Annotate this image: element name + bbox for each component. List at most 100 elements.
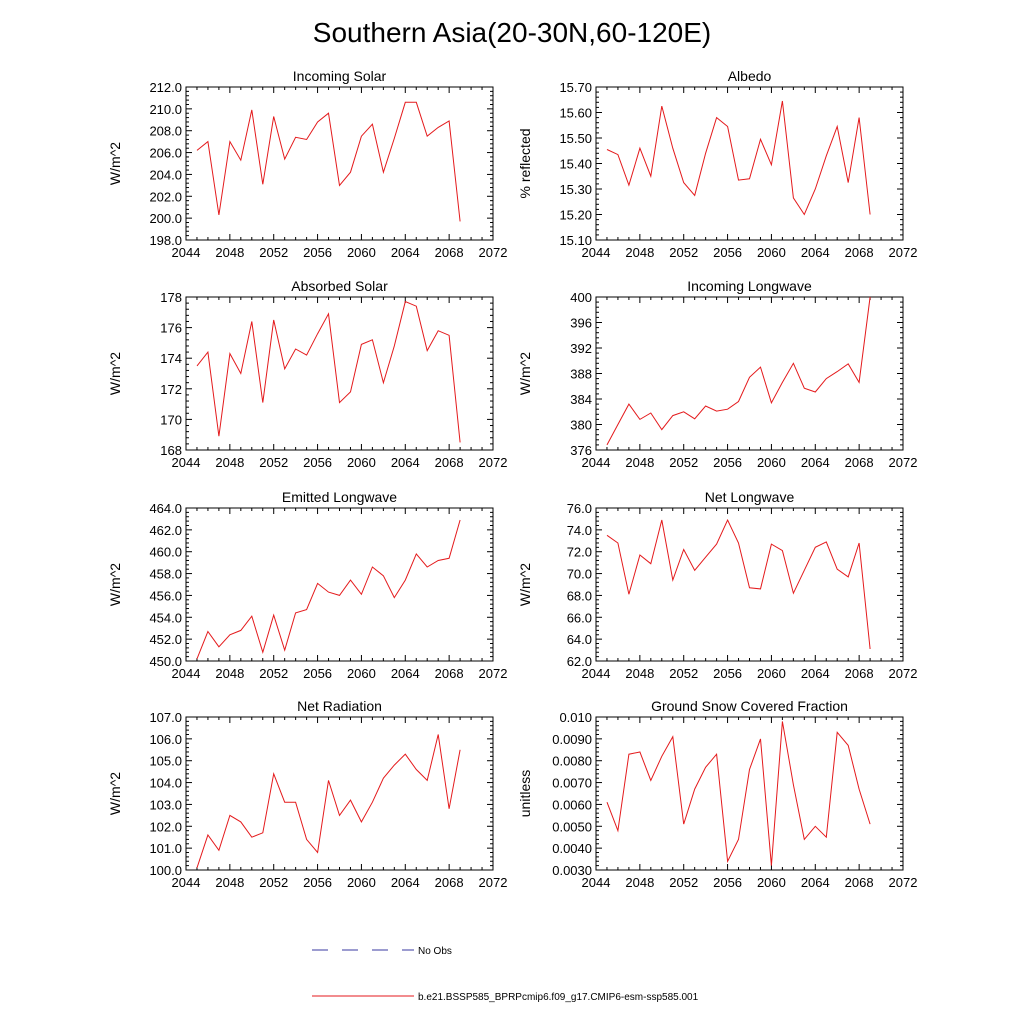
y-tick-label: 384 [570, 392, 592, 407]
y-tick-label: 396 [570, 316, 592, 331]
y-tick-label: 105.0 [149, 754, 182, 769]
y-tick-label: 15.70 [559, 80, 592, 95]
plot-frame [595, 507, 904, 662]
x-tick-label: 2048 [625, 455, 654, 470]
y-tick-label: 176 [160, 321, 182, 336]
panel-title: Incoming Longwave [687, 278, 812, 294]
x-tick-label: 2048 [215, 666, 244, 681]
series-line [606, 518, 871, 650]
x-tick-label: 2056 [713, 455, 742, 470]
x-tick-label: 2068 [845, 875, 874, 890]
x-tick-label: 2048 [625, 245, 654, 260]
y-tick-label: 464.0 [149, 501, 182, 516]
x-tick-label: 2068 [435, 245, 464, 260]
y-tick-label: 168 [160, 443, 182, 458]
y-tick-label: 102.0 [149, 819, 182, 834]
x-tick-label: 2052 [259, 245, 288, 260]
y-tick-label: 107.0 [149, 710, 182, 725]
x-tick-label: 2068 [435, 666, 464, 681]
y-tick-label: 0.0060 [552, 797, 592, 812]
x-tick-label: 2052 [259, 455, 288, 470]
x-tick-label: 2064 [391, 245, 420, 260]
y-tick-label: 174 [160, 351, 182, 366]
y-tick-label: 76.0 [567, 501, 592, 516]
y-tick-label: 400 [570, 290, 592, 305]
y-tick-label: 15.60 [559, 106, 592, 121]
x-tick-label: 2064 [391, 666, 420, 681]
y-tick-label: 62.0 [567, 654, 592, 669]
plot-frame [595, 716, 904, 871]
x-tick-label: 2052 [669, 875, 698, 890]
y-tick-label: 104.0 [149, 776, 182, 791]
x-tick-label: 2068 [845, 455, 874, 470]
y-tick-label: 458.0 [149, 567, 182, 582]
x-tick-label: 2060 [757, 455, 786, 470]
y-tick-label: 15.10 [559, 233, 592, 248]
legend: No Obs b.e21.BSSP585_BPRPcmip6.f09_g17.C… [312, 946, 699, 1003]
y-tick-label: 212.0 [149, 80, 182, 95]
y-tick-label: 462.0 [149, 523, 182, 538]
x-tick-label: 2056 [303, 666, 332, 681]
x-tick-label: 2044 [172, 245, 201, 260]
y-tick-label: 172 [160, 382, 182, 397]
panel-net-radiation: Net Radiation 2044 2048 2052 2056 2060 2064 206… [107, 698, 507, 890]
y-tick-label: 15.20 [559, 208, 592, 223]
y-tick-label: 456.0 [149, 588, 182, 603]
x-tick-label: 2072 [889, 875, 918, 890]
panel-absorbed-solar: Absorbed Solar 2044 2048 2052 2056 2060 2064 20… [107, 278, 507, 470]
y-tick-label: 66.0 [567, 610, 592, 625]
y-tick-label: 106.0 [149, 732, 182, 747]
panel-title: Albedo [728, 68, 772, 84]
x-tick-label: 2056 [303, 875, 332, 890]
x-tick-label: 2060 [347, 245, 376, 260]
x-tick-label: 2072 [889, 666, 918, 681]
y-axis-label: W/m^2 [107, 772, 123, 815]
legend-item-no-obs: No Obs [312, 946, 452, 957]
x-tick-label: 2072 [889, 245, 918, 260]
panel-net-longwave: Net Longwave 2044 2048 2052 2056 2060 2064 2068… [517, 489, 917, 681]
x-tick-label: 2044 [582, 455, 611, 470]
x-tick-label: 2068 [435, 875, 464, 890]
panel-incoming-solar: Incoming Solar 2044 2048 2052 2056 2060 2064 20… [107, 68, 507, 260]
y-tick-label: 15.30 [559, 182, 592, 197]
y-tick-label: 103.0 [149, 797, 182, 812]
y-tick-label: 376 [570, 443, 592, 458]
panel-emitted-longwave: Emitted Longwave 2044 2048 2052 2056 2060 2064… [107, 489, 507, 681]
x-tick-label: 2068 [845, 666, 874, 681]
series-line [606, 296, 871, 446]
x-tick-label: 2064 [801, 245, 830, 260]
series-line [606, 100, 871, 216]
x-tick-label: 2044 [172, 455, 201, 470]
y-tick-label: 0.0030 [552, 863, 592, 878]
panel-title: Emitted Longwave [282, 489, 397, 505]
panels: Incoming Solar 2044 2048 2052 2056 2060 2064 20… [107, 68, 917, 890]
x-tick-label: 2072 [479, 455, 508, 470]
x-tick-label: 2072 [479, 245, 508, 260]
y-tick-label: 100.0 [149, 863, 182, 878]
x-tick-label: 2060 [757, 245, 786, 260]
y-axis-label: W/m^2 [517, 563, 533, 606]
y-tick-label: 392 [570, 341, 592, 356]
x-tick-label: 2064 [391, 455, 420, 470]
panel-incoming-longwave: Incoming Longwave 2044 2048 2052 2056 2060 206… [517, 278, 917, 470]
x-tick-label: 2072 [889, 455, 918, 470]
y-axis-label: W/m^2 [517, 352, 533, 395]
y-tick-label: 0.0080 [552, 754, 592, 769]
y-axis-label: % reflected [517, 128, 533, 198]
y-tick-label: 0.010 [559, 710, 592, 725]
x-tick-label: 2048 [625, 875, 654, 890]
series-line [606, 721, 871, 866]
x-tick-label: 2044 [582, 245, 611, 260]
plot-frame [185, 86, 494, 241]
y-tick-label: 460.0 [149, 545, 182, 560]
x-tick-label: 2064 [801, 666, 830, 681]
panel-albedo: Albedo 2044 2048 2052 2056 2060 2064 2068 2072 15… [517, 68, 917, 260]
x-tick-label: 2064 [391, 875, 420, 890]
panel-title: Net Radiation [297, 698, 382, 714]
x-tick-label: 2044 [172, 875, 201, 890]
x-tick-label: 2044 [582, 666, 611, 681]
y-axis-label: W/m^2 [107, 142, 123, 185]
x-tick-label: 2048 [215, 455, 244, 470]
x-tick-label: 2052 [669, 245, 698, 260]
